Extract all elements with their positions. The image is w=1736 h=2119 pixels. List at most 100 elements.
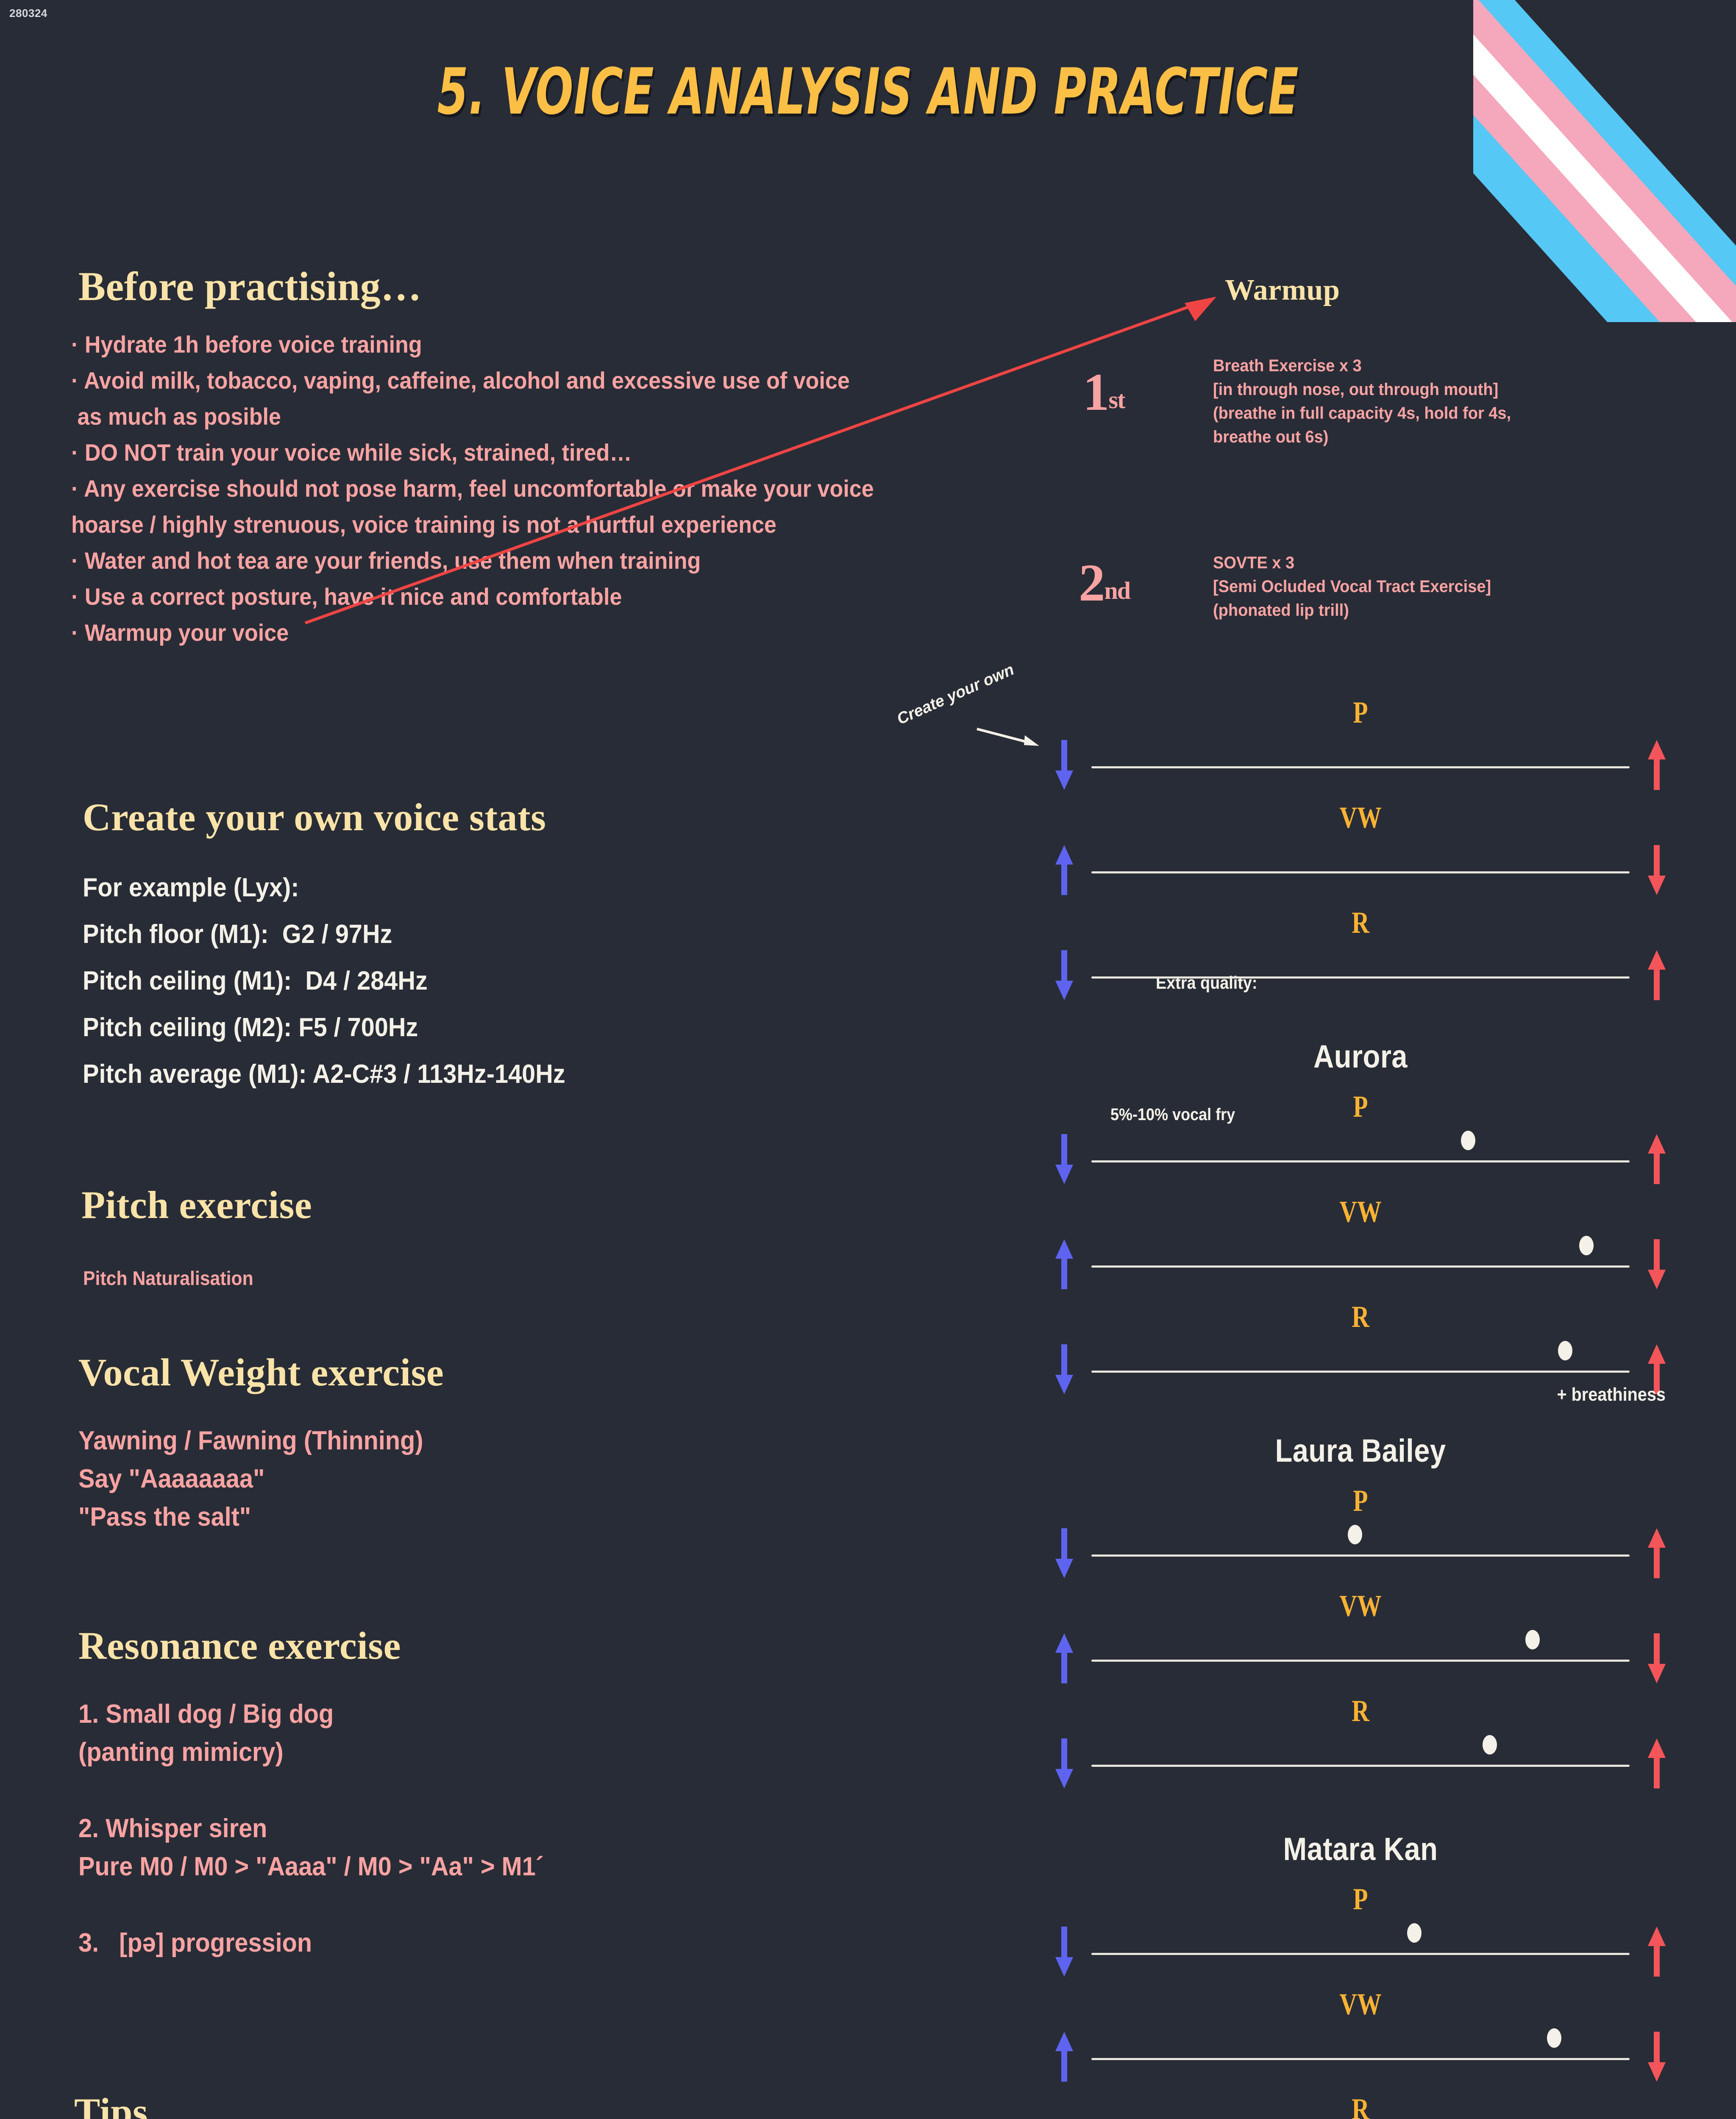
scale-axis-label-P: P	[1353, 1484, 1368, 1518]
voice-scale-group-title: Aurora	[1313, 1039, 1408, 1075]
voice-scale-row-R[interactable]: R	[1051, 1694, 1670, 1795]
voice-scale-row-P[interactable]: P	[1051, 1483, 1670, 1585]
voice-stats-line-1: Pitch floor (M1): G2 / 97Hz	[83, 920, 392, 949]
before-practising-item-5: hoarse / highly strenuous, voice trainin…	[71, 511, 777, 538]
scale-axis-label-R: R	[1352, 1300, 1369, 1334]
before-practising-item-8: · Warmup your voice	[71, 619, 289, 646]
scale-left-arrow-icon	[1055, 950, 1073, 1000]
page-title: 5. VOICE ANALYSIS AND PRACTICE	[437, 55, 1299, 129]
scale-track[interactable]	[1091, 871, 1630, 873]
voice-scale-group-blank: P VW R	[1051, 695, 1670, 1010]
voice-scale-row-VW[interactable]: VW	[1051, 1588, 1670, 1690]
scale-axis-label-R: R	[1352, 2092, 1369, 2119]
voice-scale-group-laura-bailey: Laura Bailey P VW R	[1051, 1433, 1670, 1799]
scale-track[interactable]	[1091, 1265, 1630, 1268]
before-practising-item-3: · DO NOT train your voice while sick, st…	[71, 439, 632, 466]
resonance-line-3: 2. Whisper siren	[78, 1814, 267, 1843]
scale-track[interactable]	[1091, 1554, 1630, 1557]
voice-scale-row-VW[interactable]: VW	[1051, 800, 1670, 902]
pitch-exercise-body: Pitch Naturalisation	[83, 1265, 253, 1291]
voice-scale-group-title: Laura Bailey	[1275, 1433, 1446, 1469]
voice-scale-row-R[interactable]: R	[1051, 2092, 1670, 2119]
before-practising-item-4: · Any exercise should not pose harm, fee…	[71, 475, 874, 502]
scale-axis-label-P: P	[1353, 1090, 1368, 1123]
scale-left-arrow-icon	[1055, 740, 1073, 790]
scale-marker-dot[interactable]	[1558, 1341, 1572, 1360]
voice-scale-row-R[interactable]: R	[1051, 905, 1670, 1007]
scale-axis-label-VW: VW	[1339, 801, 1382, 834]
scale-right-arrow-icon	[1648, 1134, 1666, 1184]
warmup-step-1-line-3: breathe out 6s)	[1213, 428, 1329, 446]
before-practising-item-6: · Water and hot tea are your friends, us…	[71, 547, 701, 574]
scale-left-arrow-icon	[1055, 845, 1073, 895]
warmup-step-2-line-0: SOVTE x 3	[1213, 553, 1295, 572]
voice-scale-row-P[interactable]: P	[1051, 1089, 1670, 1191]
voice-scale-group-aurora: Aurora P VW R 5%-10% vocal fry + breathiness	[1051, 1039, 1670, 1405]
scale-left-arrow-icon	[1055, 2032, 1073, 2082]
voice-stats-line-3: Pitch ceiling (M2): F5 / 700Hz	[83, 1013, 418, 1042]
scale-axis-label-VW: VW	[1339, 1195, 1382, 1229]
scale-track[interactable]	[1091, 1953, 1630, 1955]
warmup-step-1-line-2: (breathe in full capacity 4s, hold for 4…	[1213, 404, 1511, 423]
scale-marker-dot[interactable]	[1482, 1735, 1497, 1755]
tips-heading: Tips	[74, 2090, 148, 2119]
ordinal-suffix: st	[1108, 386, 1126, 414]
scale-right-arrow-icon	[1648, 1528, 1666, 1578]
scale-right-arrow-icon	[1648, 845, 1666, 895]
warmup-step-1-line-1: [in through nose, out through mouth]	[1213, 380, 1499, 399]
scale-track[interactable]	[1091, 976, 1630, 979]
resonance-line-6: 3. [pə] progression	[78, 1928, 312, 1958]
scale-marker-dot[interactable]	[1579, 1236, 1594, 1255]
scale-left-arrow-icon	[1055, 1633, 1073, 1683]
scale-left-arrow-icon	[1055, 1927, 1073, 1977]
voice-scale-row-VW[interactable]: VW	[1051, 1194, 1670, 1296]
scale-track[interactable]	[1091, 1660, 1630, 1662]
scale-marker-dot[interactable]	[1525, 1630, 1540, 1649]
resonance-exercise-heading: Resonance exercise	[78, 1624, 401, 1667]
vocal-weight-line-0: Yawning / Fawning (Thinning)	[78, 1426, 423, 1455]
warmup-step-1-ordinal: 1st	[1083, 363, 1126, 422]
voice-scale-row-P[interactable]: P	[1051, 1882, 1670, 1983]
scale-marker-dot[interactable]	[1547, 2028, 1562, 2048]
scale-track[interactable]	[1091, 1371, 1630, 1373]
scale-axis-label-P: P	[1353, 695, 1368, 729]
scale-track[interactable]	[1091, 766, 1630, 768]
trans-flag-decoration	[1473, 0, 1736, 322]
scale-right-arrow-icon	[1648, 1927, 1666, 1977]
vocal-weight-exercise-heading: Vocal Weight exercise	[78, 1351, 444, 1394]
scale-track[interactable]	[1091, 1160, 1630, 1162]
create-your-own-arrow-icon	[976, 728, 1039, 746]
voice-scale-row-VW[interactable]: VW	[1051, 1987, 1670, 2088]
red-pointer-arrow	[304, 297, 1216, 625]
warmup-step-2-line-2: (phonated lip trill)	[1213, 601, 1349, 620]
resonance-line-1: (panting mimicry)	[78, 1738, 284, 1767]
voice-scale-group-matara-kan: Matara Kan P VW R	[1051, 1831, 1670, 2119]
vocal-weight-line-1: Say "Aaaaaaaa"	[78, 1464, 265, 1493]
scale-marker-dot[interactable]	[1407, 1923, 1422, 1943]
vocal-weight-exercise-body: Yawning / Fawning (Thinning) Say "Aaaaaaa…	[78, 1422, 423, 1536]
scale-track[interactable]	[1091, 2058, 1630, 2060]
scale-left-arrow-icon	[1055, 1344, 1073, 1394]
scale-marker-dot[interactable]	[1348, 1525, 1363, 1544]
extra-quality-label: Extra quality:	[1156, 973, 1257, 993]
voice-scale-row-P[interactable]: P	[1051, 695, 1670, 797]
flag-stripe-blue-outer	[1473, 0, 1736, 322]
warmup-step-1-line-0: Breath Exercise x 3	[1213, 356, 1362, 375]
scale-left-arrow-icon	[1055, 1528, 1073, 1578]
datestamp: 280324	[9, 7, 47, 19]
voice-scale-row-R[interactable]: R	[1051, 1299, 1670, 1401]
pitch-exercise-line-0: Pitch Naturalisation	[83, 1267, 253, 1289]
warmup-step-1-body: Breath Exercise x 3 [in through nose, out…	[1213, 354, 1511, 449]
before-practising-item-1: · Avoid milk, tobacco, vaping, caffeine,…	[71, 367, 850, 394]
ordinal-suffix: nd	[1104, 577, 1131, 604]
scale-right-arrow-icon	[1648, 1738, 1666, 1788]
scale-right-arrow-icon	[1648, 1633, 1666, 1683]
scale-track[interactable]	[1091, 1765, 1630, 1767]
scale-note-right: + breathiness	[1557, 1384, 1666, 1405]
scale-right-arrow-icon	[1648, 950, 1666, 1000]
vocal-weight-line-2: "Pass the salt"	[78, 1502, 251, 1532]
resonance-line-5	[78, 1886, 544, 1924]
resonance-exercise-body: 1. Small dog / Big dog (panting mimicry) …	[78, 1695, 544, 1962]
scale-marker-dot[interactable]	[1461, 1131, 1475, 1150]
scale-axis-label-R: R	[1352, 906, 1369, 940]
